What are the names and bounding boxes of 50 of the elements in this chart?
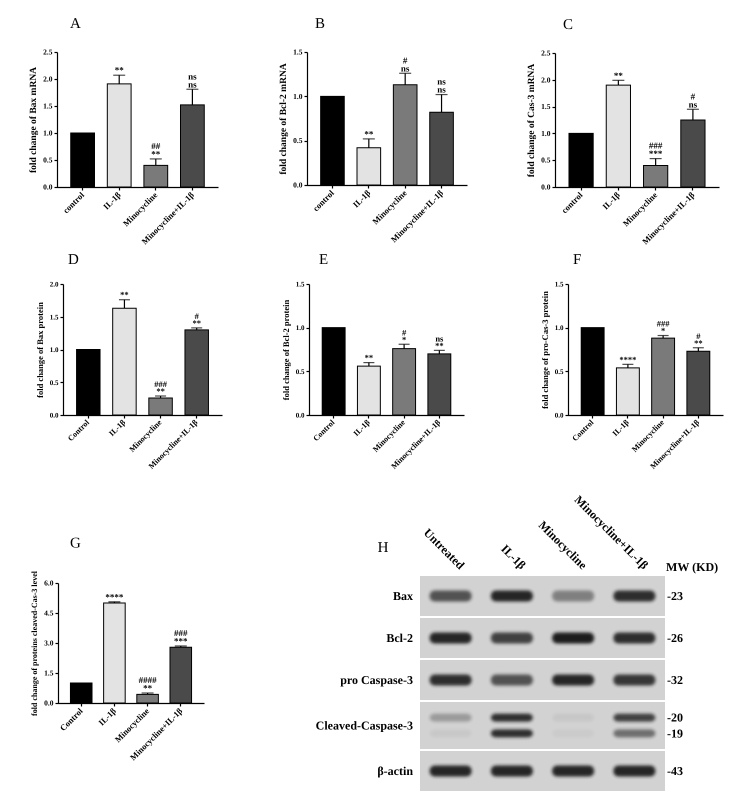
category-label: Cleaved-Caspase-3 bbox=[316, 718, 413, 732]
annotation: ** bbox=[364, 128, 374, 139]
chart-title: B bbox=[315, 16, 326, 32]
text: -26 bbox=[667, 631, 683, 645]
text: -20 bbox=[667, 710, 683, 725]
chart-title: A bbox=[70, 16, 81, 32]
category-label: Bcl-2 bbox=[386, 631, 413, 645]
annotation: ** bbox=[364, 352, 374, 363]
annotation: ns bbox=[437, 76, 446, 87]
annotation: ### bbox=[174, 628, 188, 638]
category-label: Bax bbox=[392, 589, 413, 603]
annotation: #### bbox=[138, 675, 158, 685]
annotation: # bbox=[690, 91, 696, 102]
text: H bbox=[378, 540, 389, 556]
text: -19 bbox=[667, 726, 683, 740]
annotation: ** bbox=[114, 65, 124, 76]
annotation: ns bbox=[188, 71, 198, 82]
annotation: ns bbox=[437, 84, 446, 95]
text: MW (KD) bbox=[666, 560, 718, 574]
annotation: ** bbox=[143, 683, 153, 693]
y-axis-title: fold change of Bax mRNA bbox=[29, 66, 40, 174]
y-axis-title: fold change of proteins cleaved-Cas-3 level bbox=[30, 570, 40, 716]
annotation: **** bbox=[105, 592, 124, 602]
category-label: β-actin bbox=[377, 764, 413, 778]
annotation: ### bbox=[648, 140, 663, 151]
annotation: *** bbox=[648, 148, 663, 159]
annotation: ## bbox=[151, 140, 161, 151]
annotation: ** bbox=[614, 70, 624, 80]
category-label: pro Caspase-3 bbox=[340, 673, 413, 687]
y-axis-title: fold change of Bcl-2 mRNA bbox=[279, 63, 290, 175]
text: -43 bbox=[667, 764, 683, 778]
y-axis-title: fold change of Cas-3 mRNA bbox=[527, 64, 538, 178]
annotation: # bbox=[402, 55, 408, 66]
chart-title: D bbox=[68, 252, 79, 268]
annotation: ns bbox=[188, 79, 198, 90]
annotation: **** bbox=[619, 354, 636, 364]
text: -32 bbox=[667, 673, 683, 687]
y-axis-title: fold change of Bcl-2 protein bbox=[280, 300, 291, 400]
annotation: *** bbox=[174, 636, 188, 646]
chart-title: C bbox=[563, 17, 574, 33]
chart-title: E bbox=[319, 252, 328, 268]
annotation: ** bbox=[151, 148, 161, 159]
annotation: ns bbox=[400, 63, 410, 74]
chart-title: G bbox=[70, 536, 81, 552]
annotation: ** bbox=[120, 290, 129, 300]
annotation: ns bbox=[688, 99, 698, 110]
chart-title: F bbox=[573, 252, 582, 268]
text: -23 bbox=[667, 589, 683, 603]
y-axis-title: fold change of pro-Cas-3 protein bbox=[540, 290, 550, 409]
y-axis-title: fold change of Bax protein bbox=[34, 302, 45, 398]
